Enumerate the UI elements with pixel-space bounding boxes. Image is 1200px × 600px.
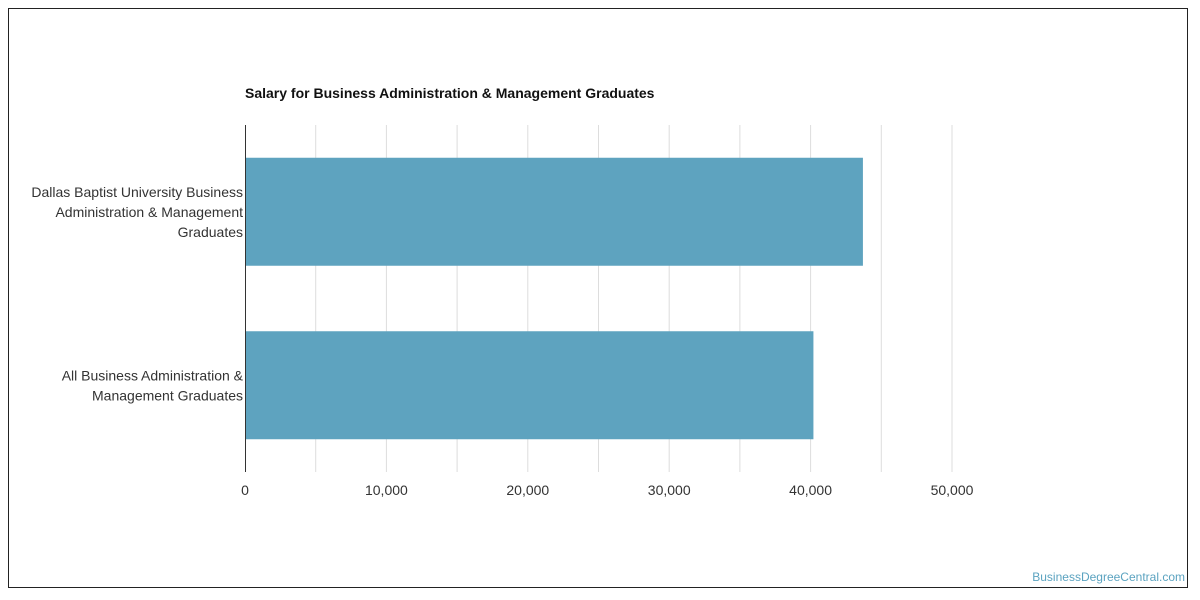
chart-title: Salary for Business Administration & Man… [245,85,655,101]
x-tick-label: 10,000 [365,482,408,498]
x-tick-label: 0 [241,482,249,498]
category-label-2: All Business Administration & [62,367,244,383]
x-tick-label: 50,000 [931,482,974,498]
x-tick-label: 40,000 [789,482,832,498]
category-label-1: Graduates [178,224,243,240]
x-tick-label: 30,000 [648,482,691,498]
watermark: BusinessDegreeCentral.com [1032,570,1185,584]
category-label-1: Dallas Baptist University Business [31,184,243,200]
category-label-1: Administration & Management [55,204,243,220]
bar-1 [245,157,863,266]
category-label-2: Management Graduates [92,387,243,403]
bar-2 [245,331,814,440]
x-tick-label: 20,000 [506,482,549,498]
